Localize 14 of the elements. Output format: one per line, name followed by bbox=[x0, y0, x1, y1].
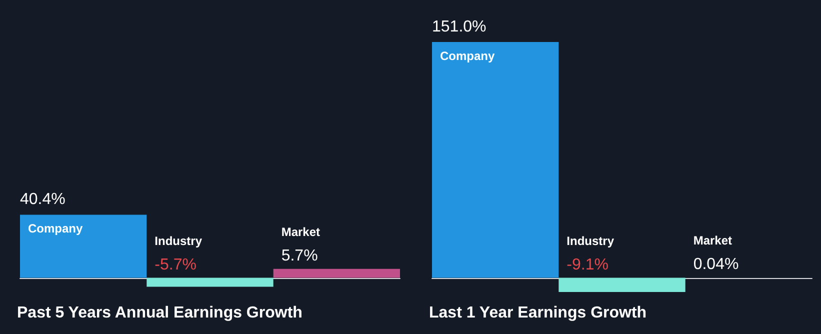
data-label: 0.04% bbox=[693, 256, 739, 274]
data-label: -5.7% bbox=[154, 256, 196, 274]
text: Past 5 Years Annual Earnings Growth bbox=[17, 304, 302, 322]
text: Last 1 Year Earnings Growth bbox=[429, 304, 647, 322]
data-label: 5.7% bbox=[281, 247, 318, 264]
x-tick-label: Market bbox=[281, 224, 320, 239]
x-tick-label: Market bbox=[693, 234, 732, 248]
data-label: 151.0% bbox=[432, 18, 486, 36]
x-tick-label: Industry bbox=[154, 234, 202, 248]
data-label: 40.4% bbox=[20, 191, 66, 208]
x-tick-label: Company bbox=[28, 222, 83, 236]
x-tick-label: Company bbox=[440, 49, 495, 63]
x-tick-label: Industry bbox=[566, 234, 614, 248]
data-label: -9.1% bbox=[566, 256, 608, 274]
